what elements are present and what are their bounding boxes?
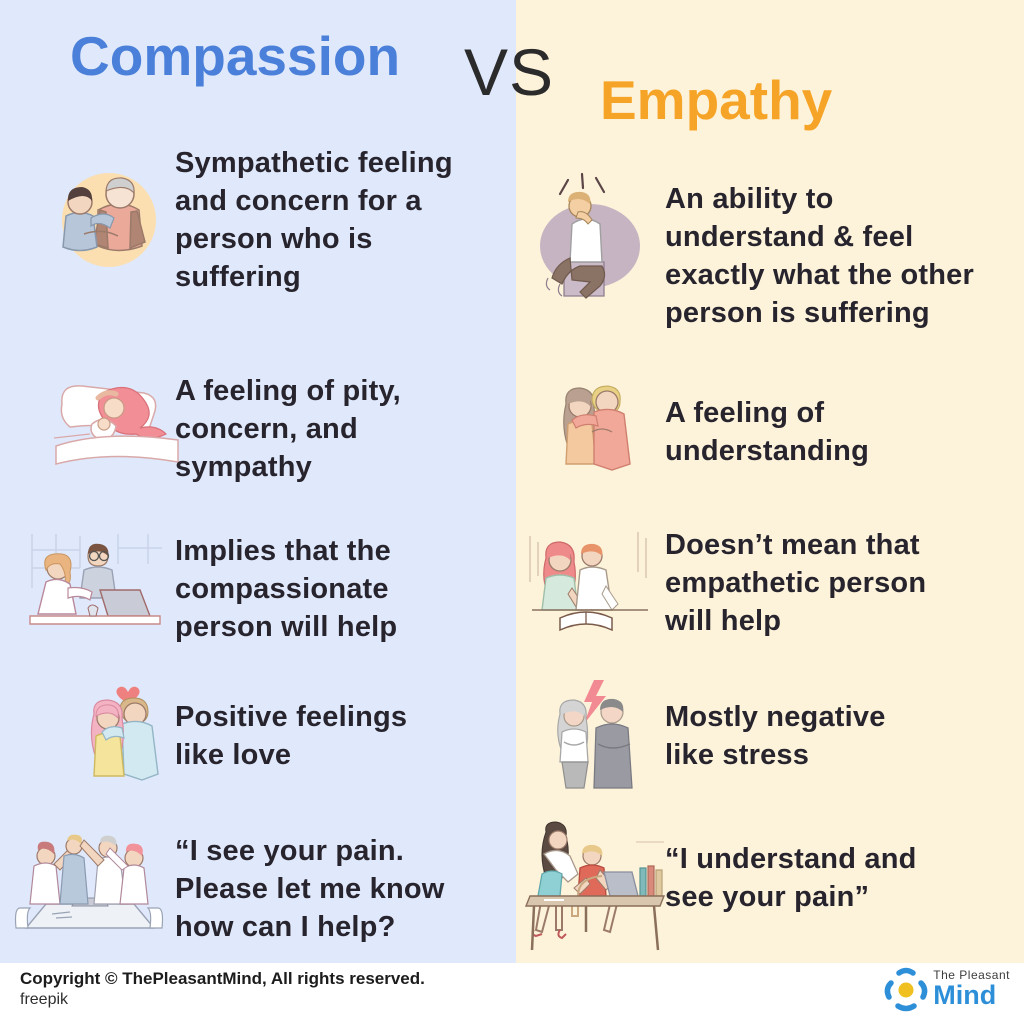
empathy-point-2: A feeling of understanding: [665, 397, 869, 467]
compassion-point-5: “I see your pain. Please let me know how…: [175, 835, 445, 943]
couple-in-love-illustration: [68, 676, 188, 796]
team-high-five-illustration: [12, 818, 166, 942]
vs-label: VS: [464, 35, 555, 109]
compassion-point-2: A feeling of pity, concern, and sympathy: [175, 375, 401, 483]
colleagues-helping-at-laptop-illustration: [22, 528, 168, 642]
friends-hugging-illustration: [542, 368, 662, 482]
women-working-at-desk-illustration: [516, 812, 666, 954]
caregiver-comforting-elderly-illustration: [46, 158, 168, 280]
logo-text: The Pleasant Mind: [933, 969, 1010, 1009]
compassion-point-1: Sympathetic feeling and concern for a pe…: [175, 147, 453, 293]
logo-bottom-label: Mind: [933, 980, 997, 1010]
couple-back-to-back-illustration: [540, 676, 652, 796]
compassion-column: [0, 0, 516, 963]
empathy-point-3: Doesn’t mean that empathetic person will…: [665, 529, 927, 637]
compassion-point-3: Implies that the compassionate person wi…: [175, 535, 398, 643]
pleasant-mind-flower-icon: [883, 965, 929, 1013]
empathy-point-4: Mostly negative like stress: [665, 701, 886, 771]
compassion-point-4: Positive feelings like love: [175, 701, 408, 771]
stressed-man-sitting-illustration: [528, 166, 656, 306]
empathy-point-5: “I understand and see your pain”: [665, 843, 917, 913]
footer: Copyright © ThePleasantMind, All rights …: [0, 963, 1024, 1024]
credit-text: freepik: [20, 991, 69, 1008]
empathy-point-1: An ability to understand & feel exactly …: [665, 183, 974, 329]
empathy-column: [516, 0, 1024, 963]
logo-top-label: The Pleasant: [933, 968, 1010, 982]
mother-with-baby-illustration: [50, 372, 184, 486]
the-pleasant-mind-logo: The Pleasant Mind: [883, 965, 1010, 1013]
compassion-title: Compassion: [70, 25, 401, 87]
students-studying-illustration: [522, 522, 656, 646]
empathy-title: Empathy: [600, 69, 833, 131]
copyright-text: Copyright © ThePleasantMind, All rights …: [20, 969, 425, 988]
